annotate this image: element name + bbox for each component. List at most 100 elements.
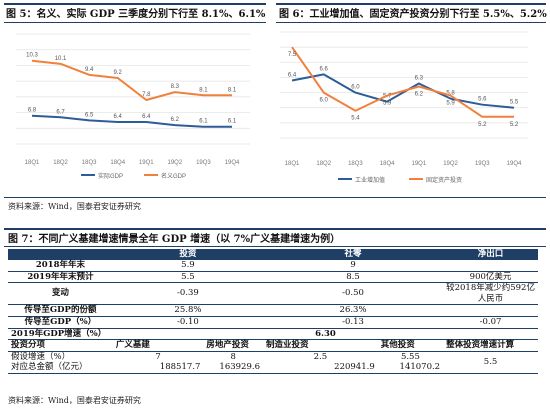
x-tick-label: 18Q3 (348, 161, 363, 167)
data-label: 6.1 (199, 119, 208, 125)
figure5-chart: 6.8 6.7 6.5 6.4 6.4 6.2 6.1 6.1 10.3 10.1 9.4 9.2 7.… (16, 33, 250, 180)
gdp-row-label: 2019年GDP增速（%） (8, 328, 113, 341)
cell-retail: -0.13 (262, 316, 444, 329)
data-label: 6.3 (415, 75, 424, 81)
x-tick-label: 19Q1 (412, 161, 427, 167)
cell-investment: 5.5 (112, 271, 263, 284)
overall-investment-growth: 5.5 (443, 351, 538, 374)
x-tick-label: 19Q2 (443, 161, 458, 167)
cell-net-exports (443, 260, 538, 272)
series-line-0 (291, 73, 515, 109)
x-tick-label: 18Q2 (316, 161, 331, 167)
inv-header-other: 其他投资 (377, 339, 444, 352)
data-label: 10.1 (55, 56, 67, 62)
source-note-1: 资料来源：Wind，国泰君安证券研究 (8, 202, 141, 211)
data-label: 5.2 (510, 122, 519, 128)
figure7-top-rule (4, 228, 546, 230)
data-label: 6.7 (56, 109, 65, 115)
figure5-x-axis: 18Q1 18Q2 18Q3 18Q4 19Q1 19Q2 19Q3 19Q4 (25, 160, 240, 166)
data-label: 5.7 (383, 94, 392, 100)
row-label: 传导至GDP的份额 (8, 304, 113, 317)
assumed-other: 5.55 (400, 351, 420, 362)
amount-infrastructure: 188517.7 (159, 362, 201, 373)
inv-header-infrastructure: 广义基建 (112, 339, 204, 352)
data-label: 6.5 (85, 112, 94, 118)
figure6-title-rule (276, 22, 546, 23)
figure7-title-rule (4, 246, 546, 247)
table-header-row: 投资 社零 净出口 (8, 249, 538, 260)
inv-header-overall: 整体投资增速计算 (443, 339, 538, 352)
row-label: 2019年年末预计 (8, 271, 113, 284)
gdp-row-value: 6.30 (112, 328, 538, 341)
row-label: 变动 (8, 282, 113, 306)
series-line-1 (31, 59, 232, 101)
figure5-series: 6.8 6.7 6.5 6.4 6.4 6.2 6.1 6.1 10.3 10.1 9.4 9.2 7.… (26, 53, 237, 128)
figure5-title: 图 5：名义、实际 GDP 三季度分别下行至 8.1%、6.1% (6, 9, 266, 20)
data-label: 8.1 (228, 87, 237, 93)
figure5-title-rule (4, 22, 266, 23)
x-tick-label: 18Q3 (82, 160, 97, 166)
cell-investment: -0.39 (112, 282, 263, 306)
table-row-gdp: 2019年GDP增速（%） 6.30 (8, 328, 538, 341)
amount-manufacturing: 220941.9 (334, 362, 375, 373)
x-tick-label: 19Q3 (196, 160, 211, 166)
cell-net-exports (443, 304, 538, 317)
header-empty (8, 249, 113, 260)
figure6-legend: 工业增加值 固定资产投资 (338, 176, 462, 184)
amount-real-estate: 163929.6 (219, 362, 260, 373)
cell-net-exports: -0.07 (443, 316, 538, 329)
figure6-gridlines (280, 31, 528, 139)
legend-label-real-gdp: 实际GDP (98, 172, 123, 180)
cell-net-exports-line1: 较2018年减少约592亿 (446, 283, 535, 294)
data-label: 5.2 (478, 122, 487, 128)
cell-investment: 25.8% (112, 304, 263, 317)
table-row: 传导至GDP（%） -0.10 -0.13 -0.07 (8, 316, 538, 329)
x-tick-label: 19Q2 (168, 160, 183, 166)
series-line-0 (31, 114, 232, 128)
row-label: 传导至GDP（%） (8, 316, 113, 329)
data-label: 5.9 (446, 101, 455, 107)
source-note-2: 资料来源：Wind，国泰君安证券研究 (8, 396, 141, 405)
data-label: 7.8 (142, 92, 151, 98)
x-tick-label: 19Q4 (507, 161, 522, 167)
x-tick-label: 18Q1 (285, 161, 300, 167)
charts-bottom-rule (4, 197, 546, 198)
x-tick-label: 19Q4 (225, 160, 240, 166)
data-label: 6.0 (320, 98, 329, 104)
data-label: 10.3 (26, 53, 38, 59)
x-tick-label: 18Q1 (25, 160, 40, 166)
figure6-top-rule (276, 3, 546, 5)
data-label: 9.4 (85, 67, 94, 73)
header-investment: 投资 (112, 249, 263, 260)
data-label: 6.0 (351, 85, 360, 91)
legend-label-nominal-gdp: 名义GDP (161, 172, 186, 180)
data-label: 5.9 (383, 101, 392, 107)
x-tick-label: 19Q1 (139, 160, 154, 166)
data-label: 5.8 (446, 91, 455, 97)
amount-other: 141070.2 (399, 362, 441, 373)
table-row: 人民币 (8, 293, 538, 306)
data-label: 5.5 (510, 100, 519, 106)
data-label: 6.8 (28, 108, 37, 114)
header-retail: 社零 (262, 249, 444, 260)
table-row: 2018年年末 5.9 9 (8, 260, 538, 272)
data-label: 5.6 (478, 97, 487, 103)
amount-label: 对应总金额（亿元） (11, 362, 88, 373)
table-row-amount: 对应总金额（亿元） 188517.7 163929.6 220941.9 141… (8, 362, 538, 374)
gdp-scenario-table: 投资 社零 净出口 2018年年末 5.9 9 2019年年末预计 5.5 8.… (8, 249, 538, 374)
cell-retail: 9 (262, 260, 444, 272)
data-label: 8.3 (171, 84, 180, 90)
figure5-top-rule (4, 3, 266, 5)
data-label: 6.4 (142, 114, 151, 120)
table-row: 变动 -0.39 -0.50 较2018年减少约592亿 (8, 282, 538, 306)
cell-investment: -0.10 (112, 316, 263, 329)
table-row: 传导至GDP的份额 25.8% 26.3% (8, 304, 538, 317)
legend-label-fixed-asset-investment: 固定资产投资 (426, 176, 462, 184)
assumed-manufacturing: 2.5 (313, 351, 328, 362)
data-label: 6.1 (228, 119, 237, 125)
table-row-assumed-growth: 假设增速（%） 7 8 2.5 5.55 5.5 (8, 351, 538, 374)
data-label: 6.2 (171, 117, 180, 123)
x-tick-label: 18Q2 (53, 160, 68, 166)
row-label: 2018年年末 (8, 260, 113, 272)
cell-retail: -0.50 (262, 282, 444, 306)
